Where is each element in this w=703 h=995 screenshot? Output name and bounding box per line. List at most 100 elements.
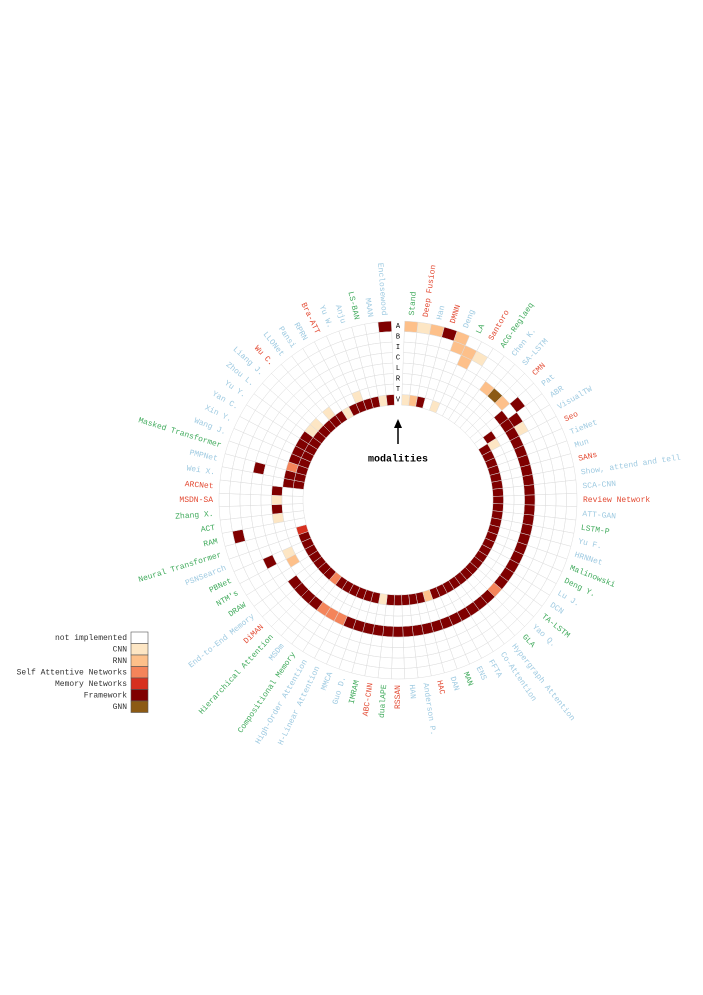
heat-cell	[391, 657, 405, 669]
heat-cell	[552, 468, 566, 483]
heat-cell	[382, 625, 394, 638]
method-label: DCN	[548, 601, 565, 617]
heat-cell	[404, 320, 419, 333]
method-label: Deep Fusion	[422, 264, 439, 318]
heat-cell	[230, 468, 244, 483]
heat-cell	[260, 484, 273, 496]
heat-cell	[271, 504, 284, 515]
heat-cell	[377, 320, 392, 333]
ring-label: L	[396, 365, 400, 373]
heat-cell	[403, 656, 418, 669]
heat-cell	[544, 482, 557, 495]
method-label: FFTA	[486, 658, 503, 679]
method-label: SANs	[577, 451, 598, 464]
heat-cell	[240, 470, 254, 484]
heat-cell	[392, 626, 404, 638]
legend-label: Memory Networks	[55, 680, 127, 689]
heat-cell	[229, 480, 242, 495]
heat-cell	[271, 485, 284, 496]
heat-cell	[411, 624, 424, 637]
method-label: LSTM-P	[580, 524, 610, 537]
ring-label: B	[396, 334, 400, 342]
legend-swatch	[130, 700, 149, 713]
ring-label: V	[396, 397, 401, 405]
heat-cell	[402, 635, 415, 648]
ring-label: I	[396, 344, 400, 352]
method-label: ABC-CNN	[362, 682, 376, 717]
heat-cell	[229, 505, 242, 520]
heat-cell	[281, 486, 294, 497]
heat-cell	[522, 474, 535, 487]
method-label: MMCA	[320, 671, 335, 692]
heat-cell	[415, 654, 430, 668]
heat-cell	[281, 495, 293, 505]
heat-cell	[229, 493, 241, 507]
heat-cell	[260, 504, 273, 516]
method-label: ACT	[200, 524, 216, 535]
heat-cell	[383, 614, 394, 627]
heat-cell	[381, 352, 394, 365]
heat-cell	[402, 362, 414, 375]
heat-cell	[240, 516, 254, 530]
method-label: Guo D.	[331, 676, 348, 706]
heat-cell	[502, 503, 515, 514]
method-label: Wei X.	[186, 464, 216, 477]
heat-cell	[402, 614, 413, 627]
annotation: modalities	[368, 454, 428, 466]
heat-cell	[415, 332, 430, 346]
heat-cell	[218, 479, 231, 494]
method-label: ENS	[474, 665, 488, 682]
heat-cell	[523, 484, 536, 496]
heat-cell	[368, 342, 382, 356]
method-label: ARCNet	[184, 480, 213, 491]
method-label: GLA	[520, 633, 537, 650]
method-label: Yu F.	[577, 537, 602, 551]
legend-label: Self Attentive Networks	[17, 669, 128, 678]
heat-cell	[391, 668, 405, 680]
heat-cell	[403, 341, 416, 354]
ring-label: C	[396, 355, 400, 363]
heat-cell	[381, 635, 394, 648]
method-label: Zhang X.	[175, 510, 214, 522]
heat-cell	[565, 506, 578, 521]
heat-cell	[554, 480, 567, 495]
heat-cell	[380, 341, 393, 354]
heat-cell	[501, 478, 514, 489]
heat-cell	[511, 476, 524, 488]
heat-cell	[401, 383, 412, 396]
heat-cell	[545, 493, 557, 507]
heat-cell	[403, 331, 418, 344]
heat-cell	[384, 604, 395, 617]
heat-cell	[555, 493, 567, 507]
method-label: RAM	[203, 537, 219, 549]
heat-cell	[380, 646, 393, 659]
method-label: Pat	[540, 373, 557, 389]
heat-cell	[544, 505, 557, 518]
heat-cell	[414, 342, 428, 356]
method-label: MAN	[461, 671, 475, 688]
heat-cell	[503, 495, 515, 505]
heat-cell	[383, 373, 394, 386]
legend-label: Framework	[84, 692, 127, 701]
heat-cell	[414, 644, 428, 658]
heat-cell	[532, 472, 545, 485]
heat-cell	[492, 495, 504, 505]
method-label: Deng	[462, 308, 477, 329]
heat-cell	[378, 656, 393, 669]
ring-label: A	[396, 323, 401, 331]
heat-cell	[393, 615, 403, 627]
method-label: PMPNet	[188, 449, 218, 464]
heat-cell	[391, 647, 405, 659]
legend-label: CNN	[113, 646, 128, 655]
method-label: Seo	[563, 410, 580, 424]
method-label: Enclosewood	[375, 263, 388, 317]
heat-cell	[282, 511, 295, 522]
heat-cell	[492, 487, 504, 497]
heat-cell	[292, 495, 304, 505]
heat-cell	[502, 486, 515, 497]
heat-cell	[218, 506, 231, 521]
heat-cell	[566, 493, 578, 507]
heat-cell	[250, 504, 263, 517]
method-label: IMRAM	[348, 679, 362, 705]
